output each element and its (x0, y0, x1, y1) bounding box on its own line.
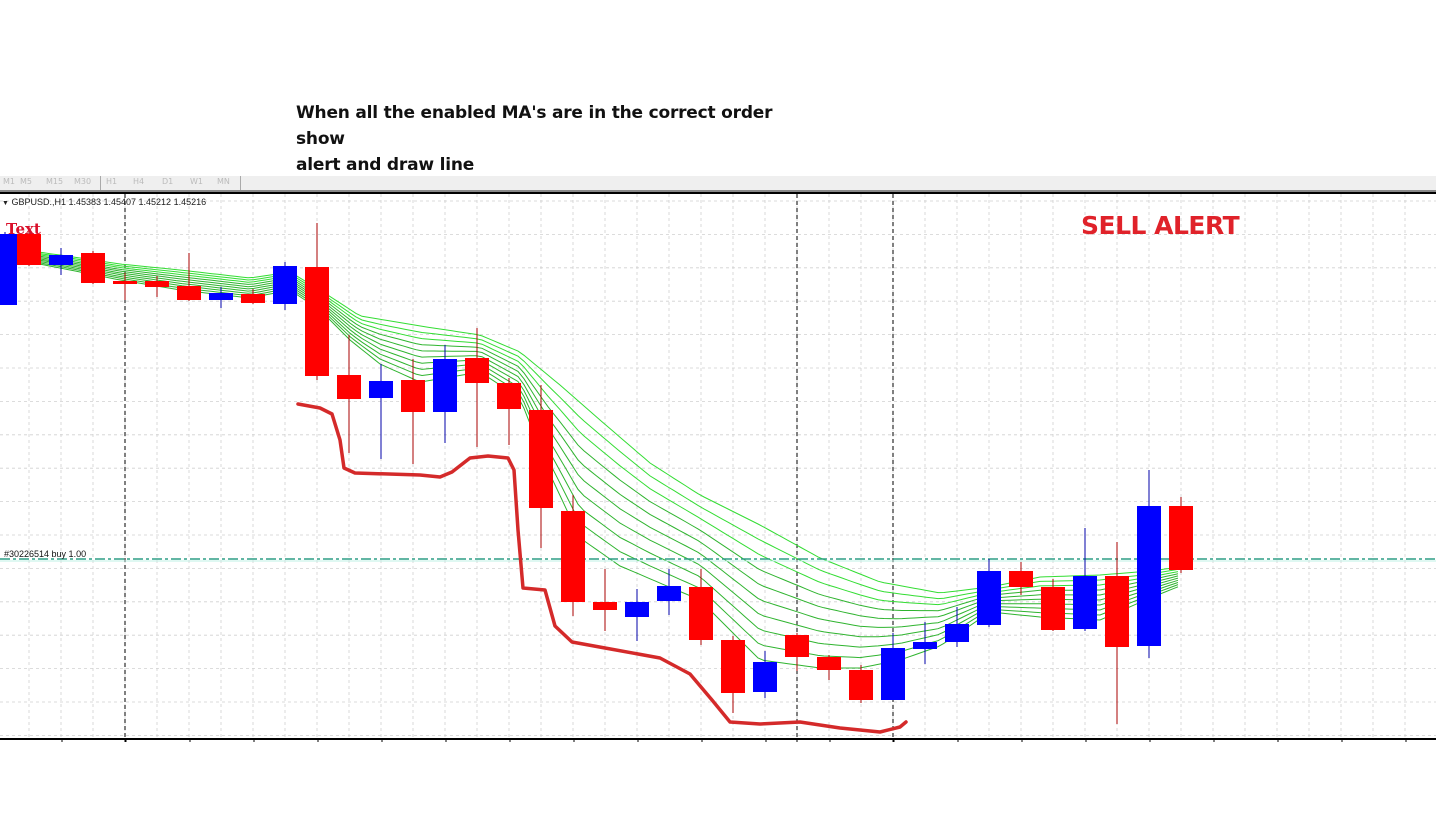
tf-mn[interactable]: MN (217, 177, 230, 186)
candle-body (657, 586, 681, 601)
ma-line (7, 254, 1179, 638)
symbol-ohlc: GBPUSD.,H1 1.45383 1.45407 1.45212 1.452… (11, 197, 207, 207)
candle-body (1041, 587, 1065, 630)
candle-body (1073, 576, 1097, 629)
candle-body (881, 648, 905, 700)
ma-line (7, 250, 1179, 612)
candle-body (1137, 506, 1161, 646)
candle-body (145, 281, 169, 287)
candle-body (913, 642, 937, 649)
candle-body (625, 602, 649, 617)
caption-text: When all the enabled MA's are in the cor… (296, 100, 816, 178)
toolbar-separator (100, 176, 101, 190)
candle-body (785, 635, 809, 657)
candle-body (593, 602, 617, 610)
candle-body (0, 234, 17, 305)
candle-body (177, 286, 201, 300)
tf-w1[interactable]: W1 (190, 177, 203, 186)
ma-line (7, 249, 1179, 606)
ma-line (7, 253, 1179, 628)
candle-body (465, 358, 489, 383)
tf-m1[interactable]: M1 (3, 177, 15, 186)
candle-body (305, 267, 329, 376)
candle-body (241, 294, 265, 303)
tf-m30[interactable]: M30 (74, 177, 92, 186)
candle-body (81, 253, 105, 283)
candle-body (561, 511, 585, 602)
text-object[interactable]: Text (6, 220, 41, 238)
triangle-down-icon[interactable]: ▼ (2, 200, 9, 207)
candle-body (273, 266, 297, 304)
candle-body (849, 670, 873, 700)
candle-body (209, 293, 233, 300)
candle-body (17, 234, 41, 265)
candle-body (1009, 571, 1033, 587)
candle-body (337, 375, 361, 399)
timeframe-toolbar: M1 M5 M15 M30 H1 H4 D1 W1 MN (0, 176, 1436, 192)
candle-body (753, 662, 777, 692)
candle-body (1169, 506, 1193, 570)
candle-body (1105, 576, 1129, 647)
candle-body (817, 657, 841, 670)
candle-body (433, 359, 457, 412)
tf-d1[interactable]: D1 (162, 177, 174, 186)
drawn-trend-line (296, 402, 908, 734)
candle-body (401, 380, 425, 412)
toolbar-separator (240, 176, 241, 190)
symbol-info: ▼ GBPUSD.,H1 1.45383 1.45407 1.45212 1.4… (2, 197, 206, 207)
tf-h1[interactable]: H1 (106, 177, 118, 186)
candle-body (977, 571, 1001, 625)
caption-line-1: When all the enabled MA's are in the cor… (296, 103, 773, 149)
candle-body (529, 410, 553, 508)
candle-body (721, 640, 745, 693)
tf-m15[interactable]: M15 (46, 177, 64, 186)
sell-alert-label: SELL ALERT (1081, 211, 1240, 240)
ma-line (7, 251, 1179, 620)
candle-body (497, 383, 521, 409)
order-line-label: #30226514 buy 1.00 (4, 549, 87, 559)
ma-line (7, 255, 1179, 648)
tf-h4[interactable]: H4 (133, 177, 145, 186)
chart-window[interactable] (0, 192, 1436, 740)
caption-line-2: alert and draw line (296, 155, 475, 175)
candle-body (945, 624, 969, 642)
tf-m5[interactable]: M5 (20, 177, 32, 186)
candle-body (49, 255, 73, 265)
candle-body (369, 381, 393, 398)
candle-body (689, 587, 713, 640)
candle-body (113, 281, 137, 284)
